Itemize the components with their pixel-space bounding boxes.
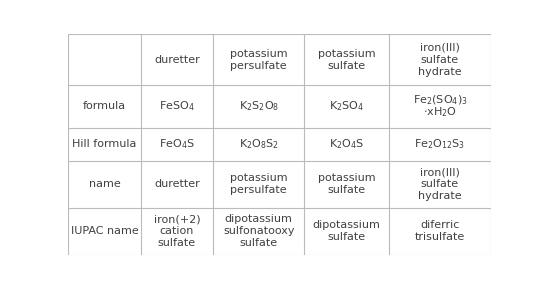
Text: $\mathregular{K_2O_8S_2}$: $\mathregular{K_2O_8S_2}$ bbox=[239, 138, 279, 151]
Text: potassium
sulfate: potassium sulfate bbox=[318, 49, 375, 71]
Text: $\mathregular{FeO_4S}$: $\mathregular{FeO_4S}$ bbox=[159, 138, 195, 151]
Text: formula: formula bbox=[83, 101, 126, 111]
Text: $\mathregular{Fe_2O_{12}S_3}$: $\mathregular{Fe_2O_{12}S_3}$ bbox=[414, 138, 466, 151]
Text: iron(III)
sulfate
hydrate: iron(III) sulfate hydrate bbox=[418, 43, 462, 77]
Text: potassium
persulfate: potassium persulfate bbox=[230, 49, 288, 71]
Text: duretter: duretter bbox=[154, 179, 200, 189]
Text: name: name bbox=[88, 179, 120, 189]
Text: $\mathregular{FeSO_4}$: $\mathregular{FeSO_4}$ bbox=[159, 100, 195, 113]
Text: $\mathregular{\cdot xH_2O}$: $\mathregular{\cdot xH_2O}$ bbox=[423, 106, 457, 119]
Text: iron(III)
sulfate
hydrate: iron(III) sulfate hydrate bbox=[418, 167, 462, 201]
Text: $\mathregular{K_2S_2O_8}$: $\mathregular{K_2S_2O_8}$ bbox=[239, 100, 279, 113]
Text: potassium
persulfate: potassium persulfate bbox=[230, 173, 288, 195]
Text: IUPAC name: IUPAC name bbox=[70, 226, 138, 236]
Text: duretter: duretter bbox=[154, 55, 200, 65]
Text: $\mathregular{K_2SO_4}$: $\mathregular{K_2SO_4}$ bbox=[329, 100, 364, 113]
Text: diferric
trisulfate: diferric trisulfate bbox=[415, 220, 465, 242]
Text: iron(+2)
cation
sulfate: iron(+2) cation sulfate bbox=[153, 214, 200, 248]
Text: $\mathregular{K_2O_4S}$: $\mathregular{K_2O_4S}$ bbox=[329, 138, 364, 151]
Text: $\mathregular{Fe_2(SO_4)_3}$: $\mathregular{Fe_2(SO_4)_3}$ bbox=[413, 93, 467, 107]
Text: potassium
sulfate: potassium sulfate bbox=[318, 173, 375, 195]
Text: dipotassium
sulfate: dipotassium sulfate bbox=[312, 220, 381, 242]
Text: Hill formula: Hill formula bbox=[72, 140, 136, 149]
Text: dipotassium
sulfonatooxy
sulfate: dipotassium sulfonatooxy sulfate bbox=[223, 214, 294, 248]
